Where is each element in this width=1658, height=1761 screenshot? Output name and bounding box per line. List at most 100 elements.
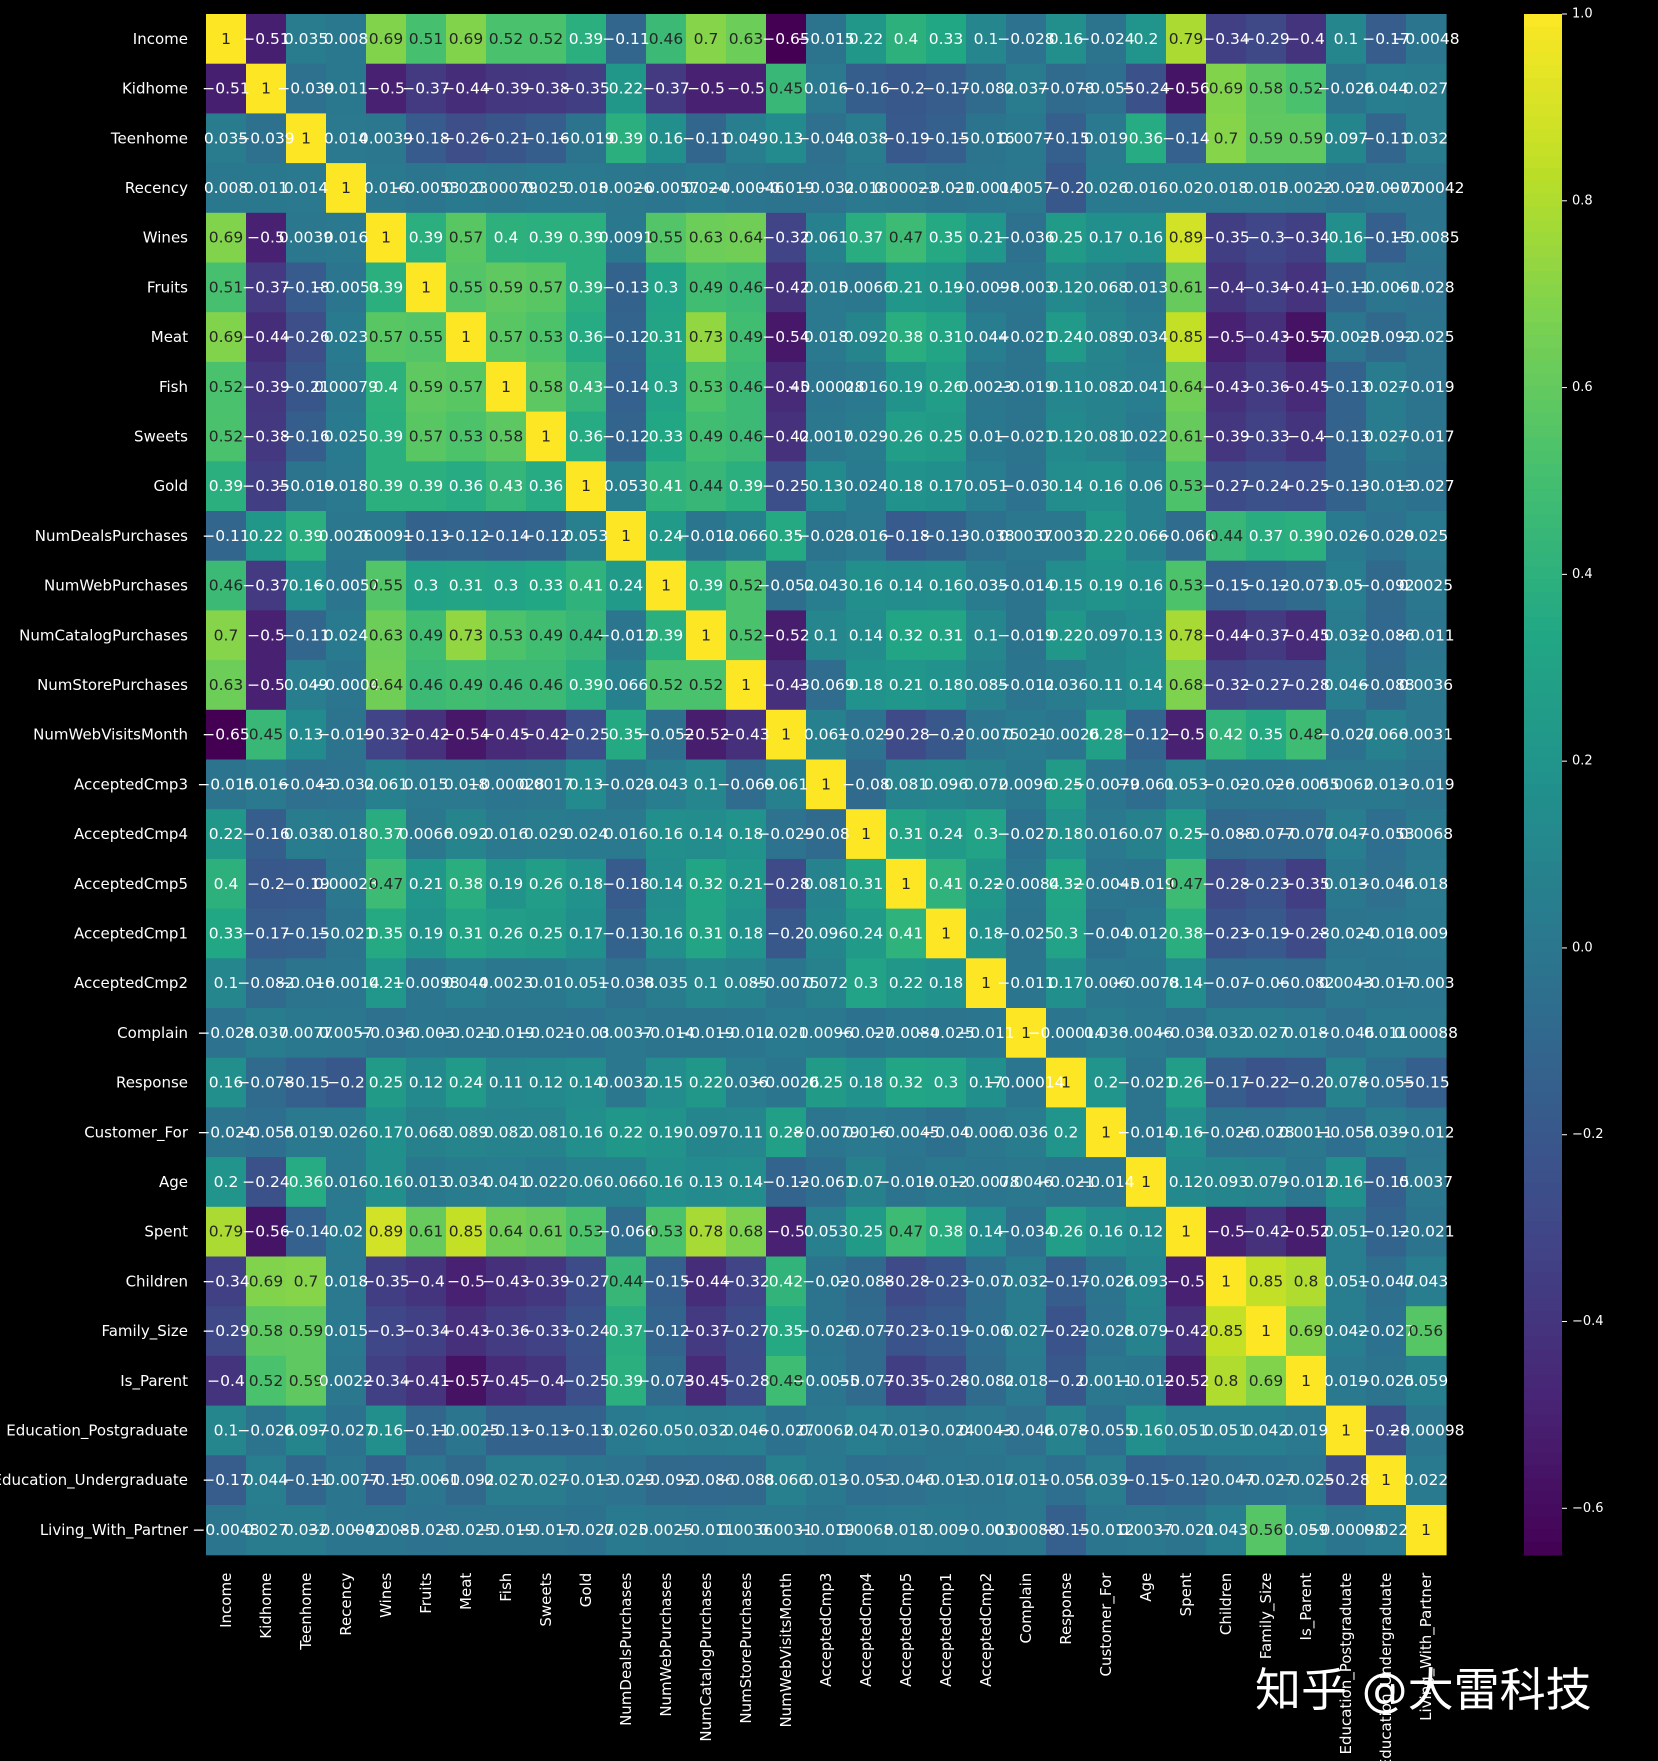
- cell-value-label: 0.14: [889, 577, 924, 595]
- colorbar-segment: [1524, 1542, 1562, 1556]
- heatmap-cell: [606, 908, 647, 959]
- cell-value-label: 0.019: [1324, 1372, 1368, 1390]
- heatmap-cell: [1166, 1505, 1207, 1556]
- cell-value-label: −0.019: [1397, 378, 1454, 396]
- cell-value-label: −0.5: [1207, 328, 1245, 346]
- heatmap-cell: [1006, 1455, 1047, 1506]
- cell-value-label: 0.4: [214, 875, 239, 893]
- heatmap-cell: [206, 63, 247, 114]
- heatmap-cell: [526, 958, 567, 1009]
- cell-value-label: −0.0045: [1072, 875, 1139, 893]
- heatmap-cell: [966, 1306, 1007, 1357]
- heatmap-cell: [1366, 212, 1407, 264]
- cell-value-label: 0.16: [1129, 577, 1164, 595]
- cell-value-label: 0.7: [1214, 129, 1239, 147]
- cell-value-label: 0.17: [969, 1074, 1004, 1092]
- heatmap-cell: [1166, 1256, 1207, 1307]
- colorbar-segment: [1524, 823, 1562, 837]
- heatmap-cell: [766, 63, 807, 114]
- watermark-text: 知乎 @大雷科技: [1255, 1663, 1592, 1717]
- cell-value-label: 0.051: [1324, 1223, 1368, 1241]
- cell-value-label: −0.36: [482, 1322, 530, 1340]
- heatmap-cell: [286, 958, 327, 1009]
- cell-value-label: 0.0043: [1319, 974, 1373, 992]
- cell-value-label: 0.26: [929, 378, 964, 396]
- cell-value-label: 1: [821, 775, 831, 793]
- heatmap-cell: [286, 262, 327, 313]
- heatmap-cell: [526, 511, 567, 562]
- cell-value-label: −0.17: [1202, 1074, 1250, 1092]
- heatmap-cell: [446, 262, 487, 313]
- column-label: Gold: [577, 1573, 595, 1608]
- cell-value-label: −0.0048: [1392, 30, 1459, 48]
- heatmap-cell: [846, 14, 887, 65]
- cell-value-label: 0.32: [689, 875, 724, 893]
- cell-value-label: −0.012: [997, 676, 1054, 694]
- cell-value-label: 0.013: [1364, 775, 1408, 793]
- cell-value-label: −0.18: [282, 278, 330, 296]
- heatmap-cell: [406, 1107, 447, 1158]
- heatmap-cell: [1286, 908, 1327, 959]
- colorbar-segment: [1524, 52, 1562, 66]
- heatmap-cell: [446, 511, 487, 562]
- cell-value-label: 0.011: [1004, 1471, 1048, 1489]
- heatmap-cell: [966, 1107, 1007, 1158]
- cell-value-label: 0.64: [489, 1223, 524, 1241]
- cell-value-label: −0.43: [1202, 378, 1250, 396]
- heatmap-cell: [1006, 759, 1047, 810]
- cell-value-label: 0.018: [844, 179, 888, 197]
- row-label: Fruits: [147, 278, 188, 296]
- cell-value-label: 0.31: [929, 328, 964, 346]
- heatmap-cell: [526, 610, 567, 661]
- cell-value-label: −0.56: [242, 1223, 290, 1241]
- heatmap-cell: [1366, 262, 1407, 313]
- cell-value-label: −0.029: [1357, 527, 1414, 545]
- heatmap-cell: [1166, 759, 1207, 810]
- cell-value-label: 0.46: [489, 676, 524, 694]
- colorbar-segment: [1524, 887, 1562, 901]
- colorbar-segment: [1524, 643, 1562, 657]
- heatmap-cell: [446, 212, 487, 264]
- cell-value-label: 0.19: [489, 875, 524, 893]
- heatmap-cell: [726, 113, 767, 164]
- row-label: NumWebPurchases: [44, 577, 188, 595]
- cell-value-label: 0.35: [769, 527, 804, 545]
- heatmap-cell: [606, 1157, 647, 1208]
- heatmap-cell: [406, 511, 447, 562]
- cell-value-label: −0.03: [562, 1024, 610, 1042]
- cell-value-label: 0.37: [609, 1322, 644, 1340]
- row-label: Complain: [117, 1024, 188, 1042]
- heatmap-cell: [1206, 511, 1247, 562]
- cell-value-label: 0.018: [324, 477, 368, 495]
- cell-value-label: −0.019: [557, 129, 614, 147]
- colorbar-segment: [1524, 566, 1562, 580]
- heatmap-cell: [446, 1057, 487, 1108]
- cell-value-label: −0.5: [247, 626, 285, 644]
- heatmap-cell: [326, 1107, 367, 1158]
- heatmap-cell: [1366, 511, 1407, 562]
- cell-value-label: −0.038: [597, 974, 654, 992]
- colorbar-segment: [1524, 912, 1562, 927]
- heatmap-cell: [1326, 312, 1367, 363]
- cell-value-label: 0.42: [1209, 726, 1244, 744]
- cell-value-label: 0.16: [649, 924, 684, 942]
- heatmap-cell: [1326, 1256, 1367, 1307]
- cell-value-label: 1: [1061, 1074, 1071, 1092]
- cell-value-label: 0.013: [804, 1471, 848, 1489]
- heatmap-cell: [486, 1107, 527, 1158]
- cell-value-label: −0.2: [927, 726, 965, 744]
- heatmap-cell: [1006, 1306, 1047, 1357]
- cell-value-label: −0.061: [1117, 775, 1174, 793]
- heatmap-cell: [1326, 1107, 1367, 1158]
- cell-value-label: 0.49: [449, 676, 484, 694]
- cell-value-label: −0.3: [1247, 229, 1285, 247]
- heatmap-cell: [1406, 1206, 1447, 1258]
- heatmap-cell: [526, 858, 567, 910]
- heatmap-cell: [366, 709, 407, 761]
- heatmap-cell: [846, 461, 887, 512]
- cell-value-label: 0.1: [1334, 30, 1359, 48]
- cell-value-label: 0.52: [649, 676, 684, 694]
- cell-value-label: 0.39: [609, 1372, 644, 1390]
- heatmap-cell: [846, 212, 887, 264]
- cell-value-label: −0.00046: [707, 179, 784, 197]
